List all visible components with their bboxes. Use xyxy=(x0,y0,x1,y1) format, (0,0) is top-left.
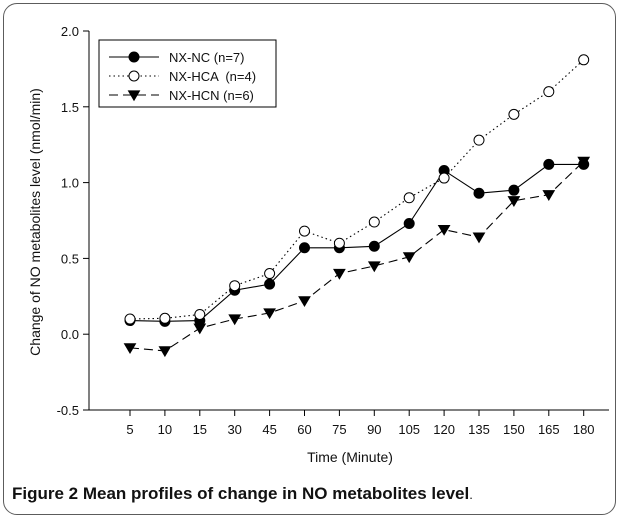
caption-period: . xyxy=(469,487,473,502)
data-point xyxy=(159,312,171,324)
legend: NX-NC (n=7) NX-HCA (n=4) NX-HCN (n=6) xyxy=(98,39,277,108)
data-point xyxy=(507,196,521,208)
legend-label: NX-HCA (n=4) xyxy=(169,69,256,84)
data-point xyxy=(577,156,591,168)
data-point xyxy=(437,224,451,236)
x-tick-label: 30 xyxy=(227,422,241,437)
data-point xyxy=(508,184,520,196)
caption-label: Figure 2 xyxy=(12,484,79,503)
x-tick-label: 75 xyxy=(332,422,346,437)
data-point xyxy=(473,134,485,146)
y-tick-label: 1.5 xyxy=(61,100,79,115)
y-tick-label: 1.0 xyxy=(61,176,79,191)
series-3 xyxy=(123,156,591,358)
legend-marker xyxy=(127,90,141,102)
data-point xyxy=(508,108,520,120)
data-point xyxy=(368,240,380,252)
axis-ticks: -0.5 0.0 0.5 1.0 1.5 2.0 5 10 15 30 45 60 75 90 105 120… xyxy=(57,24,595,437)
legend-item-3: NX-HCN (n=6) xyxy=(109,88,254,103)
data-point xyxy=(299,242,310,254)
caption-text: Mean profiles of change in NO metabolite… xyxy=(82,484,470,503)
data-point xyxy=(264,268,276,280)
data-point xyxy=(124,313,136,325)
legend-box xyxy=(98,39,277,108)
series-2 xyxy=(124,54,590,325)
x-tick-label: 180 xyxy=(573,422,595,437)
x-tick-label: 150 xyxy=(503,422,525,437)
data-point xyxy=(402,252,416,264)
data-point xyxy=(542,190,556,201)
data-point xyxy=(403,218,415,230)
x-tick-label: 5 xyxy=(126,422,133,437)
x-tick-label: 15 xyxy=(193,422,207,437)
legend-items: NX-NC (n=7) NX-HCA (n=4) NX-HCN (n=6) xyxy=(109,50,256,103)
series-line xyxy=(129,160,585,352)
data-point xyxy=(228,314,242,326)
legend-marker xyxy=(128,51,140,63)
x-tick-label: 60 xyxy=(297,422,311,437)
data-point xyxy=(438,172,450,184)
data-point xyxy=(472,232,486,244)
y-tick-label: 0.5 xyxy=(61,251,79,266)
y-axis-label: Change of NO metabolites level (nmol/min… xyxy=(27,88,43,356)
legend-item-1: NX-NC (n=7) xyxy=(109,50,245,65)
series-1 xyxy=(124,158,590,327)
data-point xyxy=(264,278,276,290)
x-tick-label: 120 xyxy=(433,422,455,437)
y-tick-label: 0.0 xyxy=(61,327,79,342)
data-point xyxy=(158,346,172,358)
data-point xyxy=(543,158,555,170)
data-point xyxy=(194,308,206,320)
x-tick-label: 90 xyxy=(367,422,381,437)
legend-item-2: NX-HCA (n=4) xyxy=(109,69,256,84)
data-point xyxy=(543,86,555,98)
data-point xyxy=(193,323,207,335)
x-tick-label: 10 xyxy=(158,422,172,437)
chart-axes xyxy=(88,31,609,411)
data-point xyxy=(368,216,380,228)
data-point xyxy=(403,192,415,204)
series-layer xyxy=(123,54,591,358)
legend-label: NX-NC (n=7) xyxy=(169,50,245,65)
x-tick-label: 105 xyxy=(398,422,420,437)
x-tick-label: 135 xyxy=(468,422,490,437)
data-point xyxy=(333,268,346,280)
data-point xyxy=(367,261,381,273)
x-tick-label: 165 xyxy=(538,422,560,437)
data-point xyxy=(578,54,590,66)
x-tick-label: 45 xyxy=(262,422,276,437)
data-point xyxy=(333,237,345,249)
data-point xyxy=(298,296,311,308)
series-line xyxy=(129,59,585,320)
legend-marker xyxy=(128,70,140,82)
x-axis-label: Time (Minute) xyxy=(307,449,393,465)
y-tick-label: 2.0 xyxy=(61,24,79,39)
data-point xyxy=(473,187,485,199)
figure-caption: Figure 2 Mean profiles of change in NO m… xyxy=(12,484,473,504)
series-line xyxy=(129,163,584,322)
y-tick-label: -0.5 xyxy=(57,403,79,418)
data-point xyxy=(123,343,137,355)
legend-label: NX-HCN (n=6) xyxy=(169,88,254,103)
data-point xyxy=(299,225,310,237)
data-point xyxy=(229,280,241,292)
data-point xyxy=(263,308,276,320)
